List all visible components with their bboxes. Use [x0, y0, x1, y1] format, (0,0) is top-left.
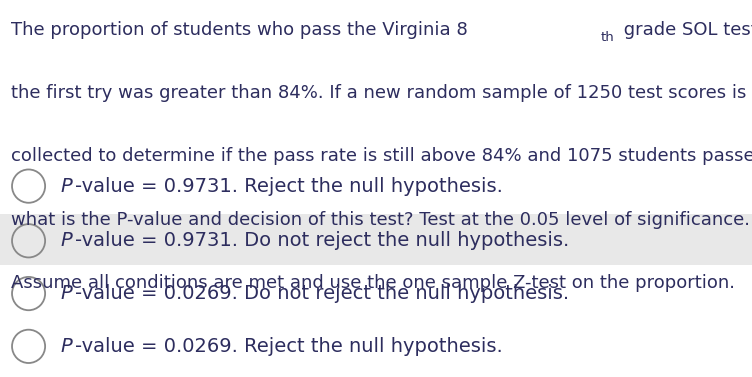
- Text: th: th: [601, 31, 614, 44]
- Text: Assume all conditions are met and use the one sample Z-test on the proportion.: Assume all conditions are met and use th…: [11, 274, 735, 292]
- Text: -value = 0.0269. Do not reject the null hypothesis.: -value = 0.0269. Do not reject the null …: [75, 284, 569, 303]
- Text: -value = 0.0269. Reject the null hypothesis.: -value = 0.0269. Reject the null hypothe…: [75, 337, 503, 356]
- Text: the first try was greater than 84%. If a new random sample of 1250 test scores i: the first try was greater than 84%. If a…: [11, 84, 747, 102]
- Text: grade SOL test before 2005 on: grade SOL test before 2005 on: [618, 21, 752, 39]
- Text: P: P: [60, 177, 72, 196]
- Text: The proportion of students who pass the Virginia 8: The proportion of students who pass the …: [11, 21, 468, 39]
- Text: P: P: [60, 337, 72, 356]
- Text: what is the P-value and decision of this test? Test at the 0.05 level of signifi: what is the P-value and decision of this…: [11, 211, 750, 229]
- Text: -value = 0.9731. Do not reject the null hypothesis.: -value = 0.9731. Do not reject the null …: [75, 231, 569, 250]
- Text: P: P: [60, 231, 72, 250]
- Text: -value = 0.9731. Reject the null hypothesis.: -value = 0.9731. Reject the null hypothe…: [75, 177, 503, 196]
- FancyBboxPatch shape: [0, 214, 752, 265]
- Text: P: P: [60, 284, 72, 303]
- Text: collected to determine if the pass rate is still above 84% and 1075 students pas: collected to determine if the pass rate …: [11, 147, 752, 166]
